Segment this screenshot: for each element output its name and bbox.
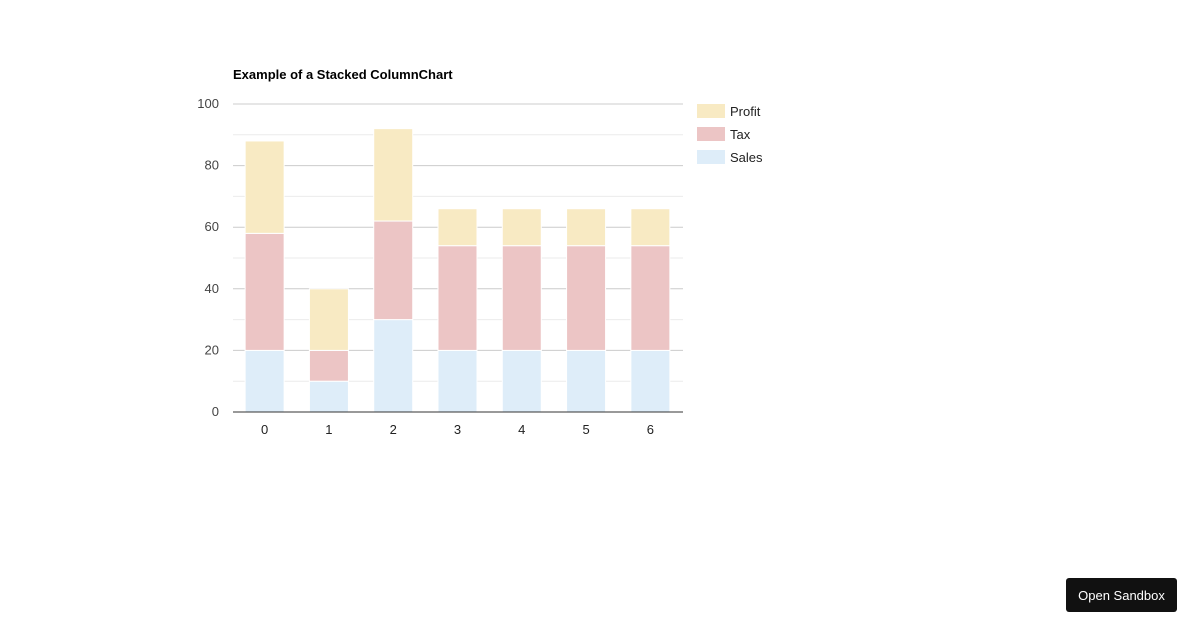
legend-swatch-sales bbox=[697, 150, 725, 164]
bar-segment-sales bbox=[308, 380, 349, 413]
bar-segment-sales bbox=[244, 349, 285, 413]
bar-segment-sales bbox=[437, 349, 478, 413]
bar-segment-tax bbox=[437, 245, 478, 351]
bar-segment-tax bbox=[630, 245, 671, 351]
bar-segment-tax bbox=[308, 349, 349, 382]
bar-segment-sales bbox=[501, 349, 542, 413]
bar-segment-tax bbox=[373, 220, 414, 321]
legend-label-tax: Tax bbox=[730, 127, 751, 142]
y-tick-label: 40 bbox=[205, 281, 219, 296]
bar-segment-sales bbox=[566, 349, 607, 413]
x-tick-label: 0 bbox=[261, 422, 268, 437]
legend: Profit Tax Sales bbox=[697, 104, 763, 165]
bar-segment-tax bbox=[244, 232, 285, 351]
legend-label-profit: Profit bbox=[730, 104, 761, 119]
bars bbox=[244, 128, 671, 413]
bar-segment-profit bbox=[437, 208, 478, 247]
y-tick-label: 80 bbox=[205, 158, 219, 173]
bar-segment-profit bbox=[308, 288, 349, 351]
y-tick-label: 0 bbox=[212, 404, 219, 419]
axes: 0 20 40 60 80 100 0 1 2 3 4 5 6 bbox=[197, 96, 683, 437]
x-tick-label: 4 bbox=[518, 422, 525, 437]
bar-segment-profit bbox=[244, 140, 285, 234]
x-tick-label: 1 bbox=[325, 422, 332, 437]
legend-label-sales: Sales bbox=[730, 150, 763, 165]
bar-segment-profit bbox=[630, 208, 671, 247]
x-tick-label: 6 bbox=[647, 422, 654, 437]
x-tick-label: 5 bbox=[582, 422, 589, 437]
bar-segment-tax bbox=[566, 245, 607, 351]
legend-swatch-tax bbox=[697, 127, 725, 141]
bar-segment-profit bbox=[501, 208, 542, 247]
bar-segment-tax bbox=[501, 245, 542, 351]
x-tick-label: 2 bbox=[390, 422, 397, 437]
bar-segment-profit bbox=[566, 208, 607, 247]
y-tick-label: 100 bbox=[197, 96, 219, 111]
bar-segment-sales bbox=[373, 319, 414, 413]
legend-swatch-profit bbox=[697, 104, 725, 118]
open-sandbox-button[interactable]: Open Sandbox bbox=[1066, 578, 1177, 612]
bar-segment-sales bbox=[630, 349, 671, 413]
bar-segment-profit bbox=[373, 128, 414, 222]
y-tick-label: 60 bbox=[205, 219, 219, 234]
x-tick-label: 3 bbox=[454, 422, 461, 437]
chart-title: Example of a Stacked ColumnChart bbox=[233, 67, 453, 82]
y-tick-label: 20 bbox=[205, 342, 219, 357]
